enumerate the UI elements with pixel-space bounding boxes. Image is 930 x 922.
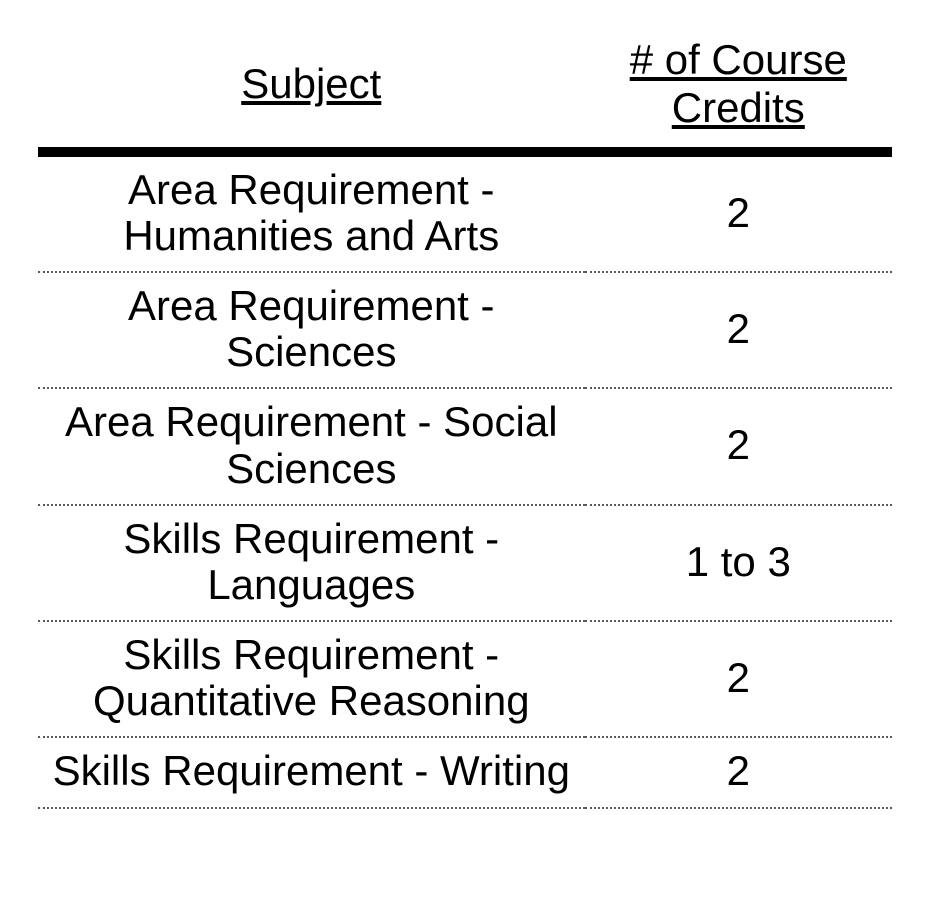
cell-subject: Skills Requirement - Languages — [38, 505, 585, 621]
column-header-credits-label: # of Course Credits — [630, 36, 847, 131]
table-body: Area Requirement - Humanities and Arts 2… — [38, 152, 892, 808]
table-header: Subject # of Course Credits — [38, 30, 892, 152]
column-header-subject: Subject — [38, 30, 585, 147]
cell-credits: 2 — [585, 272, 892, 388]
table-row: Skills Requirement - Languages 1 to 3 — [38, 505, 892, 621]
cell-credits: 1 to 3 — [585, 505, 892, 621]
table-row: Skills Requirement - Quantitative Reason… — [38, 621, 892, 737]
table-row: Area Requirement - Humanities and Arts 2 — [38, 152, 892, 272]
cell-subject: Skills Requirement - Writing — [38, 737, 585, 807]
cell-credits: 2 — [585, 737, 892, 807]
requirements-table: Subject # of Course Credits Area Require… — [38, 30, 892, 809]
table-row: Area Requirement - Sciences 2 — [38, 272, 892, 388]
column-header-subject-label: Subject — [241, 60, 381, 107]
cell-subject: Area Requirement - Humanities and Arts — [38, 152, 585, 272]
cell-subject: Area Requirement - Sciences — [38, 272, 585, 388]
table-row: Area Requirement - Social Sciences 2 — [38, 388, 892, 504]
table-header-row: Subject # of Course Credits — [38, 30, 892, 147]
cell-credits: 2 — [585, 621, 892, 737]
table-row: Skills Requirement - Writing 2 — [38, 737, 892, 807]
cell-subject: Skills Requirement - Quantitative Reason… — [38, 621, 585, 737]
cell-credits: 2 — [585, 388, 892, 504]
cell-subject: Area Requirement - Social Sciences — [38, 388, 585, 504]
column-header-credits: # of Course Credits — [585, 30, 892, 147]
page: Subject # of Course Credits Area Require… — [0, 0, 930, 922]
cell-credits: 2 — [585, 152, 892, 272]
